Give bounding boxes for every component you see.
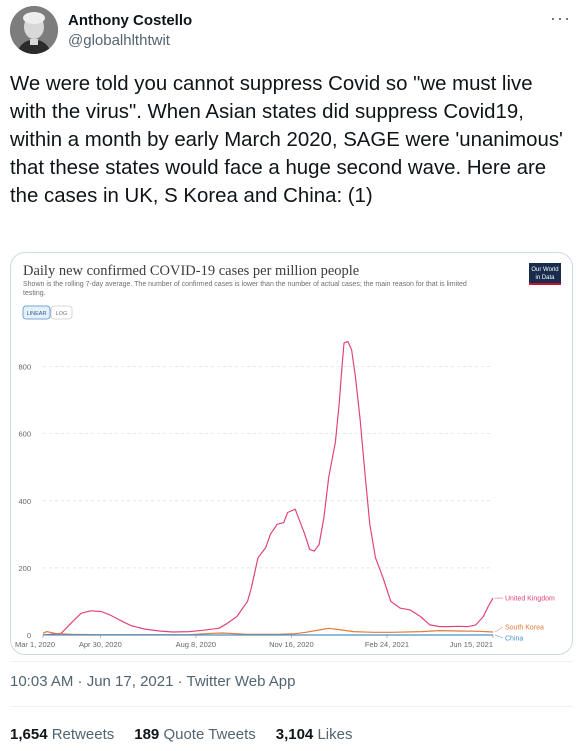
owid-badge-stripe [529,283,561,285]
china-series-label: China [505,635,523,642]
likes-count: 3,104 [275,726,314,743]
owid-badge-line2: in Data [535,275,555,281]
retweets-label: Retweets [51,726,115,743]
author-name[interactable]: Anthony Costello [68,12,193,29]
x-tick-label: Nov 16, 2020 [269,640,314,649]
tweet-text: We were told you cannot suppress Covid s… [10,73,563,207]
divider-top [10,661,573,662]
chart-subtitle-line1: Shown is the rolling 7-day average. The … [23,281,467,288]
y-tick-label: 400 [18,497,31,506]
quote-tweets-count: 189 [134,726,160,743]
owid-badge[interactable]: Our World in Data [529,263,561,285]
quote-tweets-label: Quote Tweets [163,726,256,743]
x-tick-label: Apr 30, 2020 [79,640,122,649]
likes-label: Likes [317,726,353,743]
owid-badge-line1: Our World [531,267,558,273]
quote-tweets-stat[interactable]: 189 Quote Tweets [134,726,255,743]
more-dots-icon[interactable]: ··· [550,8,571,28]
uk-series-line [42,340,494,636]
likes-stat[interactable]: 3,104 Likes [276,726,353,743]
y-tick-label: 0 [27,631,31,640]
author-handle[interactable]: @globalhlthtwit [68,32,170,49]
avatar[interactable] [10,6,58,54]
tweet-timestamp[interactable]: 10:03 AM · Jun 17, 2021 · Twitter Web Ap… [10,673,296,690]
log-scale-label: LOG [56,311,68,317]
retweets-stat[interactable]: 1,654 Retweets [10,726,114,743]
y-tick-label: 200 [18,564,31,573]
x-tick-label: Jun 15, 2021 [450,640,493,649]
y-tick-label: 800 [18,363,31,372]
china-label-connector [494,634,504,639]
tweet-image[interactable]: Daily new confirmed COVID-19 cases per m… [10,252,573,655]
x-tick-label: Aug 8, 2020 [176,640,216,649]
covid-cases-chart: Daily new confirmed COVID-19 cases per m… [15,263,561,649]
x-tick-label: Mar 1, 2020 [15,640,55,649]
log-scale-button[interactable] [50,305,73,320]
retweets-count: 1,654 [10,726,48,743]
scale-toggle: LINEAR LOG [22,305,73,320]
engagement-stats: 1,654 Retweets 189 Quote Tweets 3,104 Li… [10,726,352,743]
x-tick-label: Feb 24, 2021 [365,640,409,649]
chart-title: Daily new confirmed COVID-19 cases per m… [23,263,359,279]
south-korea-series-label: South Korea [505,624,544,631]
owid-badge-bg [529,263,561,285]
south-korea-label-connector [494,626,504,633]
avatar-photo [10,6,58,54]
south-korea-series-line [42,627,494,636]
linear-scale-label: LINEAR [27,311,47,317]
uk-series-label: United Kingdom [505,596,555,603]
chart-subtitle-line2: testing. [23,290,46,297]
divider-mid [10,706,573,707]
y-tick-label: 600 [18,430,31,439]
linear-scale-button[interactable] [22,305,51,320]
